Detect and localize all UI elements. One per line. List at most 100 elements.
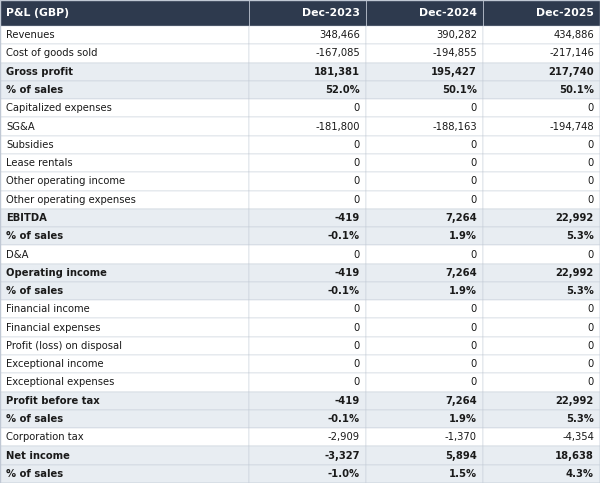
Text: 0: 0 bbox=[354, 323, 360, 333]
Text: SG&A: SG&A bbox=[6, 122, 35, 131]
Bar bbox=[249, 117, 366, 136]
Bar bbox=[483, 44, 600, 63]
Bar bbox=[366, 410, 483, 428]
Bar bbox=[483, 209, 600, 227]
Text: Exceptional income: Exceptional income bbox=[6, 359, 104, 369]
Text: -0.1%: -0.1% bbox=[328, 231, 360, 241]
Bar bbox=[483, 99, 600, 117]
Bar bbox=[249, 81, 366, 99]
Bar bbox=[249, 190, 366, 209]
Bar bbox=[249, 392, 366, 410]
Text: -419: -419 bbox=[335, 268, 360, 278]
Text: Financial expenses: Financial expenses bbox=[6, 323, 101, 333]
Text: 0: 0 bbox=[471, 323, 477, 333]
Bar bbox=[483, 300, 600, 318]
Bar bbox=[249, 300, 366, 318]
Bar bbox=[366, 355, 483, 373]
Text: D&A: D&A bbox=[6, 250, 29, 259]
Text: -2,909: -2,909 bbox=[328, 432, 360, 442]
Bar bbox=[366, 136, 483, 154]
Bar bbox=[0, 318, 249, 337]
Bar bbox=[0, 300, 249, 318]
Bar bbox=[483, 136, 600, 154]
Bar bbox=[249, 264, 366, 282]
Text: 7,264: 7,264 bbox=[445, 268, 477, 278]
Text: Dec-2025: Dec-2025 bbox=[536, 8, 594, 18]
Text: 0: 0 bbox=[588, 158, 594, 168]
Bar bbox=[366, 190, 483, 209]
Text: 5.3%: 5.3% bbox=[566, 231, 594, 241]
Bar bbox=[483, 172, 600, 190]
Text: -3,327: -3,327 bbox=[325, 451, 360, 461]
Bar bbox=[366, 282, 483, 300]
Bar bbox=[249, 44, 366, 63]
Bar bbox=[249, 172, 366, 190]
Text: 217,740: 217,740 bbox=[548, 67, 594, 77]
Bar bbox=[483, 446, 600, 465]
Bar bbox=[249, 26, 366, 44]
Bar bbox=[249, 0, 366, 26]
Bar bbox=[249, 227, 366, 245]
Bar bbox=[249, 410, 366, 428]
Bar bbox=[483, 282, 600, 300]
Bar bbox=[249, 355, 366, 373]
Bar bbox=[483, 373, 600, 392]
Bar bbox=[0, 26, 249, 44]
Bar bbox=[483, 410, 600, 428]
Bar bbox=[0, 410, 249, 428]
Text: 18,638: 18,638 bbox=[555, 451, 594, 461]
Bar bbox=[249, 465, 366, 483]
Bar bbox=[483, 428, 600, 446]
Text: Exceptional expenses: Exceptional expenses bbox=[6, 377, 115, 387]
Text: 181,381: 181,381 bbox=[314, 67, 360, 77]
Text: % of sales: % of sales bbox=[6, 231, 63, 241]
Text: 7,264: 7,264 bbox=[445, 213, 477, 223]
Bar bbox=[483, 154, 600, 172]
Text: EBITDA: EBITDA bbox=[6, 213, 47, 223]
Bar bbox=[366, 446, 483, 465]
Bar bbox=[249, 154, 366, 172]
Text: 0: 0 bbox=[471, 341, 477, 351]
Text: 0: 0 bbox=[588, 103, 594, 113]
Text: -0.1%: -0.1% bbox=[328, 414, 360, 424]
Text: Gross profit: Gross profit bbox=[6, 67, 73, 77]
Bar bbox=[0, 154, 249, 172]
Text: -217,146: -217,146 bbox=[549, 48, 594, 58]
Bar bbox=[249, 318, 366, 337]
Text: 7,264: 7,264 bbox=[445, 396, 477, 406]
Bar bbox=[0, 428, 249, 446]
Text: % of sales: % of sales bbox=[6, 286, 63, 296]
Text: Net income: Net income bbox=[6, 451, 70, 461]
Bar bbox=[366, 428, 483, 446]
Text: P&L (GBP): P&L (GBP) bbox=[6, 8, 69, 18]
Text: 0: 0 bbox=[471, 140, 477, 150]
Bar bbox=[483, 264, 600, 282]
Text: -188,163: -188,163 bbox=[433, 122, 477, 131]
Bar bbox=[366, 99, 483, 117]
Text: 0: 0 bbox=[354, 250, 360, 259]
Text: -1,370: -1,370 bbox=[445, 432, 477, 442]
Bar bbox=[0, 63, 249, 81]
Text: 0: 0 bbox=[588, 250, 594, 259]
Bar bbox=[249, 63, 366, 81]
Text: -4,354: -4,354 bbox=[562, 432, 594, 442]
Bar bbox=[249, 136, 366, 154]
Text: 0: 0 bbox=[471, 195, 477, 205]
Text: 50.1%: 50.1% bbox=[442, 85, 477, 95]
Text: 0: 0 bbox=[588, 341, 594, 351]
Text: 434,886: 434,886 bbox=[553, 30, 594, 40]
Bar bbox=[0, 465, 249, 483]
Bar bbox=[0, 117, 249, 136]
Text: Operating income: Operating income bbox=[6, 268, 107, 278]
Text: 50.1%: 50.1% bbox=[559, 85, 594, 95]
Text: 0: 0 bbox=[588, 304, 594, 314]
Text: % of sales: % of sales bbox=[6, 85, 63, 95]
Bar bbox=[0, 264, 249, 282]
Text: Cost of goods sold: Cost of goods sold bbox=[6, 48, 97, 58]
Text: 348,466: 348,466 bbox=[319, 30, 360, 40]
Text: % of sales: % of sales bbox=[6, 469, 63, 479]
Bar bbox=[0, 136, 249, 154]
Text: 195,427: 195,427 bbox=[431, 67, 477, 77]
Text: -194,855: -194,855 bbox=[432, 48, 477, 58]
Bar bbox=[366, 227, 483, 245]
